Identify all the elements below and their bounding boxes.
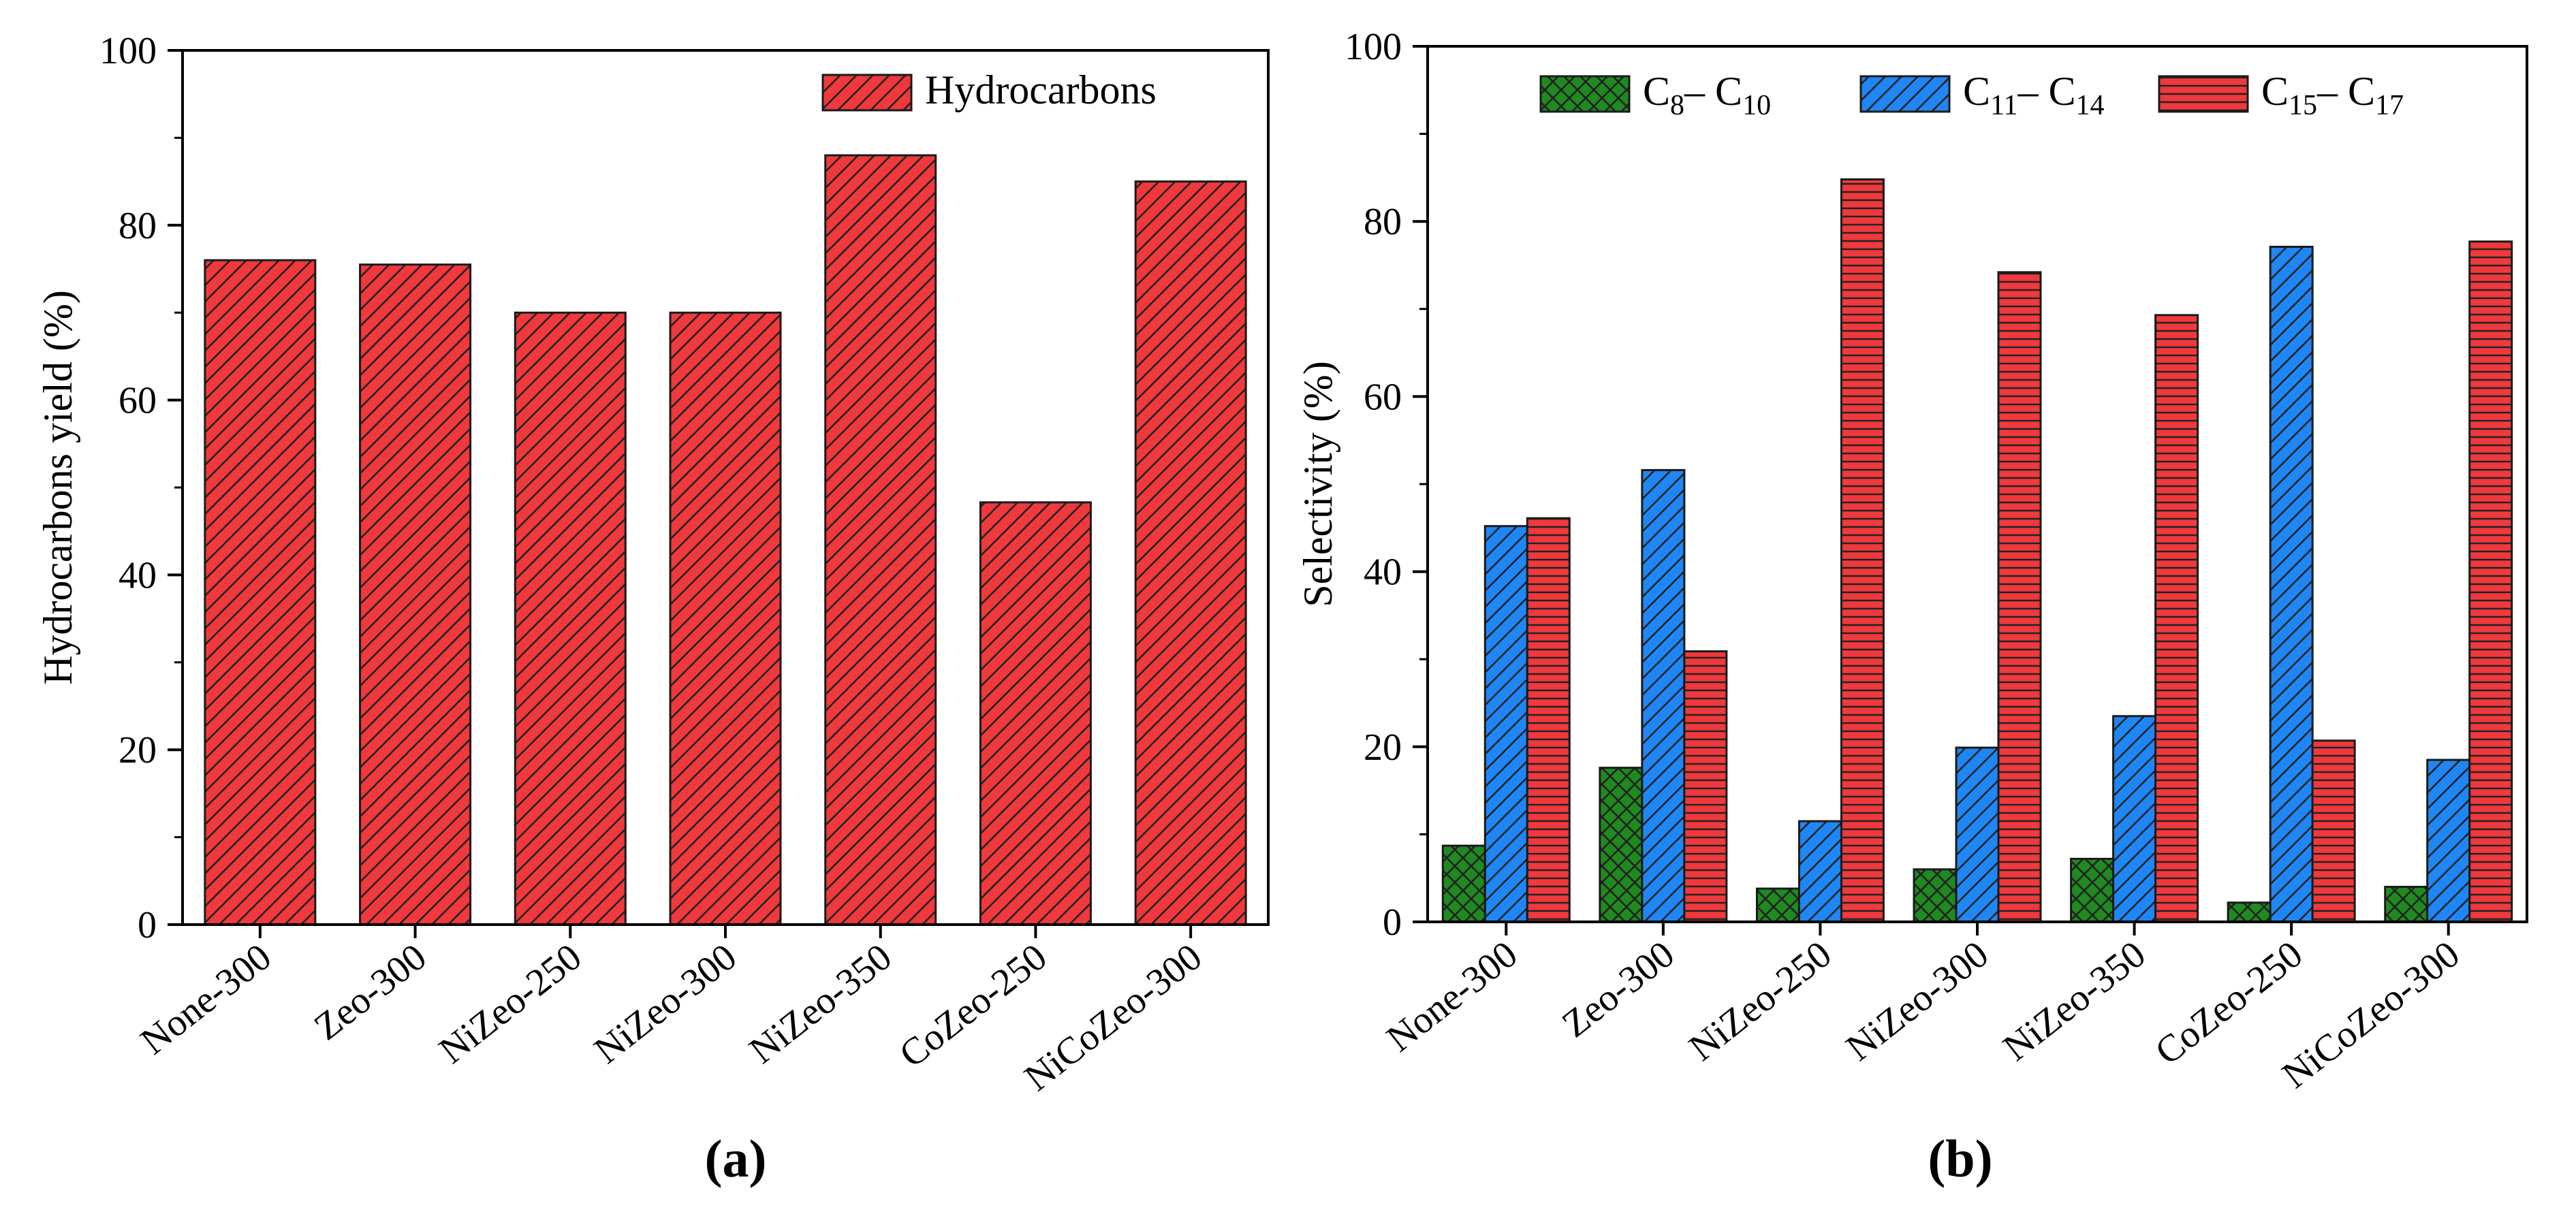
x-tick-label-a: None-300 [133,935,279,1063]
bar-a-Hydrocarbons-Zeo-300 [359,263,472,926]
y-tick-label-a: 20 [119,729,157,771]
bar-b-C11C14-NiZeo-350 [2112,715,2157,923]
x-tick-label-b: CoZeo-250 [2148,933,2310,1073]
legend-label-b-0: C8– C10 [1643,69,1771,121]
bar-b-C11C14-None-300 [1483,525,1528,923]
y-axis-label-a: Hydrocarbons yield (%) [35,290,80,685]
bar-b-C15C17-NiZeo-250 [1840,178,1885,923]
legend-swatch-a-hydrocarbons [821,74,913,112]
x-tick-label-b: None-300 [1379,933,1526,1060]
y-tick-label-a: 40 [119,554,157,596]
bar-b-C8C10-NiZeo-350 [2070,857,2115,923]
bar-b-C15C17-Zeo-300 [1683,650,1728,923]
x-tick-label-b: Zeo-300 [1554,933,1682,1046]
bar-b-C11C14-CoZeo-250 [2269,245,2314,923]
legend-label-a-hydrocarbons: Hydrocarbons [925,67,1157,112]
bar-a-Hydrocarbons-NiZeo-250 [514,311,627,926]
bar-b-C8C10-NiZeo-300 [1913,868,1958,923]
y-tick-label-b: 100 [1345,26,1402,68]
x-tick-label-a: NiZeo-250 [431,935,589,1072]
bar-b-C11C14-NiZeo-300 [1955,746,2000,923]
y-tick-label-b: 20 [1364,726,1402,769]
legend-swatch-b-2 [2158,75,2249,113]
x-tick-label-b: NiZeo-350 [1996,933,2154,1069]
legend-swatch-b-0 [1539,75,1631,113]
bar-b-C15C17-CoZeo-250 [2311,739,2356,923]
bar-b-C15C17-NiCoZeo-300 [2468,240,2513,923]
y-tick-label-a: 0 [138,904,157,946]
bar-b-C15C17-NiZeo-300 [1997,271,2042,923]
x-tick-label-a: Zeo-300 [307,935,435,1049]
bar-a-Hydrocarbons-None-300 [204,259,317,926]
panel-label-a: (a) [705,1129,767,1188]
bar-a-Hydrocarbons-NiZeo-300 [669,311,782,926]
bar-a-Hydrocarbons-NiCoZeo-300 [1134,180,1247,926]
bar-b-C15C17-None-300 [1526,517,1571,923]
x-tick-label-a: NiZeo-300 [586,935,744,1072]
bar-b-C8C10-Zeo-300 [1599,767,1644,923]
legend-swatch-b-1 [1859,75,1951,113]
y-axis-label-b: Selectivity (%) [1295,361,1340,607]
bar-b-C8C10-CoZeo-250 [2227,901,2272,923]
x-tick-label-a: NiZeo-350 [742,935,900,1072]
y-tick-label-b: 60 [1364,376,1402,418]
y-tick-label-a: 60 [119,380,157,422]
y-tick-label-b: 0 [1383,901,1402,944]
bar-b-C8C10-NiCoZeo-300 [2384,886,2429,923]
bar-b-C11C14-Zeo-300 [1641,468,1686,923]
x-tick-label-b: NiZeo-250 [1682,933,1840,1069]
bar-b-C8C10-None-300 [1441,844,1486,923]
bar-a-Hydrocarbons-NiZeo-350 [824,154,937,926]
legend-label-b-2: C15– C17 [2261,69,2404,121]
bar-b-C15C17-NiZeo-350 [2154,314,2199,923]
bar-b-C11C14-NiZeo-250 [1797,820,1842,923]
legend-label-b-1: C11– C14 [1963,69,2105,121]
bar-a-Hydrocarbons-CoZeo-250 [979,501,1092,926]
bar-b-C11C14-NiCoZeo-300 [2426,758,2471,923]
panel-label-b: (b) [1928,1129,1992,1188]
y-tick-label-a: 100 [99,30,157,72]
y-tick-label-b: 80 [1364,201,1402,243]
bar-b-C8C10-NiZeo-250 [1755,887,1800,923]
y-tick-label-a: 80 [119,205,157,247]
x-tick-label-b: NiZeo-300 [1838,933,1996,1069]
y-tick-label-b: 40 [1364,551,1402,594]
